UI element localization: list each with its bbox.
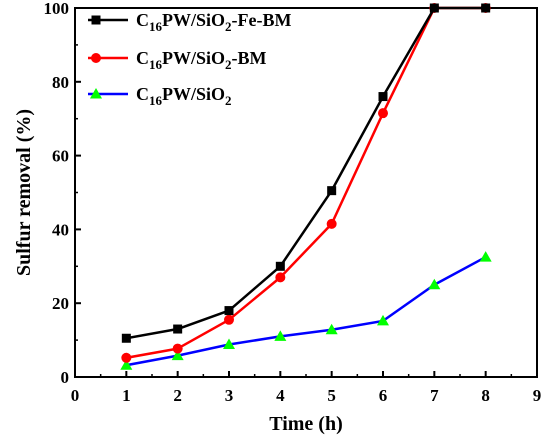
data-point [428, 278, 441, 290]
data-point [173, 324, 183, 334]
data-point [326, 218, 337, 229]
legend-subscript: 16 [149, 93, 163, 108]
x-tick-label: 0 [71, 386, 80, 405]
x-tick-label: 4 [276, 386, 285, 405]
legend-marker [91, 53, 101, 63]
legend-label: C16PW/SiO2 [136, 84, 232, 108]
legend-entry: C16PW/SiO2-Fe-BM [88, 10, 291, 34]
data-point [224, 306, 234, 316]
axes: 0 1 2 3 4 5 6 7 8 9 0 20 40 60 80 100 [44, 0, 542, 405]
x-tick-label: 2 [173, 386, 182, 405]
y-tick-label: 20 [52, 294, 69, 313]
data-point [327, 186, 337, 196]
series-circle [121, 3, 491, 363]
series-line [126, 255, 487, 367]
series-triangle [120, 251, 492, 370]
legend-subscript: 2 [225, 93, 232, 108]
data-point [120, 359, 133, 370]
y-tick-label: 40 [52, 220, 69, 239]
data-point [325, 323, 338, 335]
data-point [121, 333, 131, 343]
data-point [378, 92, 388, 102]
x-tick-label: 5 [327, 386, 336, 405]
legend-label: C16PW/SiO2-Fe-BM [136, 10, 291, 34]
data-point [223, 338, 235, 350]
y-axis-title: Sulfur removal (%) [13, 109, 35, 276]
data-point [224, 314, 234, 325]
legend-marker [91, 15, 101, 25]
series-line [126, 6, 486, 340]
data-point [275, 261, 285, 271]
data-point [378, 108, 388, 119]
legend-entry: C16PW/SiO2 [88, 84, 232, 108]
legend-text-part: C [136, 84, 149, 104]
legend-text-part: -Fe-BM [232, 10, 292, 30]
data-point [481, 3, 491, 13]
x-tick-label: 8 [481, 386, 490, 405]
x-tick-label: 7 [430, 386, 439, 405]
data-point [275, 272, 286, 283]
data-point [377, 314, 389, 326]
y-tick-label: 100 [44, 0, 70, 18]
legend-text-part: C [136, 10, 149, 30]
legend-entry: C16PW/SiO2-BM [88, 48, 267, 72]
series-square [121, 3, 491, 343]
data-point [274, 330, 287, 341]
legend-text-part: C [136, 48, 149, 68]
legend-label: C16PW/SiO2-BM [136, 48, 267, 72]
x-tick-label: 3 [225, 386, 234, 405]
legend-subscript: 16 [149, 19, 163, 34]
data-point [479, 251, 492, 262]
y-tick-label: 80 [52, 73, 69, 92]
legend-subscript: 16 [149, 57, 163, 72]
data-point [172, 343, 183, 354]
legend-subscript: 2 [225, 57, 232, 72]
legend-subscript: 2 [225, 19, 232, 34]
legend-text-part: PW/SiO [162, 48, 225, 68]
x-tick-label: 6 [379, 386, 388, 405]
legend-text-part: PW/SiO [162, 84, 225, 104]
x-tick-label: 9 [533, 386, 542, 405]
legend-marker [90, 88, 102, 99]
legend-text-part: -BM [232, 48, 267, 68]
data-point [429, 3, 439, 13]
series-layer [120, 3, 492, 370]
y-tick-label: 0 [61, 368, 70, 387]
data-point [121, 352, 132, 363]
x-axis-title: Time (h) [269, 413, 343, 435]
y-tick-label: 60 [52, 147, 69, 166]
series-line [126, 6, 486, 360]
legend-text-part: PW/SiO [162, 10, 225, 30]
x-tick-label: 1 [122, 386, 131, 405]
data-point [171, 349, 184, 361]
